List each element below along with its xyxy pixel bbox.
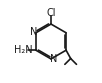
Text: N: N	[50, 54, 57, 64]
Text: N: N	[30, 27, 37, 37]
Text: H₂N: H₂N	[14, 45, 32, 55]
Text: Cl: Cl	[46, 8, 56, 18]
